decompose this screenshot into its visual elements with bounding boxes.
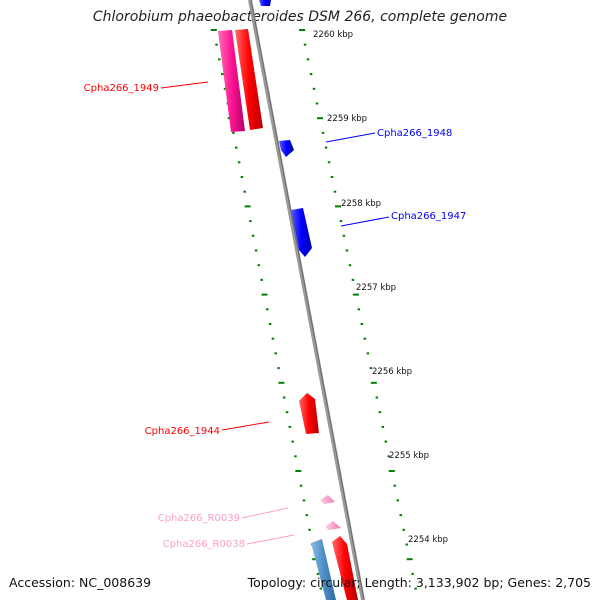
genome-backbone [248, 0, 365, 600]
gene-feature-cpha266-1948 [279, 140, 294, 157]
gene-feature-cpha266-r0038 [325, 521, 341, 530]
gene-feature-cpha266-1949 [218, 30, 245, 132]
tick-label: 2258 kbp [341, 199, 381, 209]
gene-label-cpha266-r0039: Cpha266_R0039 [158, 513, 240, 524]
leader-cpha266-1944 [221, 421, 270, 431]
outer-tick-ring [299, 29, 417, 590]
gene-label-cpha266-1944: Cpha266_1944 [145, 426, 220, 437]
leader-cpha266-1947 [340, 216, 390, 227]
gene-label-cpha266-1948: Cpha266_1948 [377, 128, 452, 139]
label-leaders [160, 81, 390, 545]
gene-label-cpha266-1947: Cpha266_1947 [391, 211, 466, 222]
gene-feature-red-1950 [235, 29, 263, 130]
gene-feature-cpha266-r0039 [320, 495, 335, 504]
gene-feature-top-blue [259, 0, 271, 6]
gene-label-cpha266-r0038: Cpha266_R0038 [163, 539, 245, 550]
tick-label: 2256 kbp [372, 367, 412, 377]
topology-text: Topology: circular; Length: 3,133,902 bp… [247, 575, 591, 590]
map-title: Chlorobium phaeobacteroides DSM 266, com… [92, 9, 508, 25]
leader-cpha266-1948 [325, 132, 376, 143]
tick-label: 2257 kbp [356, 283, 396, 293]
tick-labels: 2260 kbp 2259 kbp 2258 kbp 2257 kbp 2256 kbp… [313, 30, 448, 545]
tick-label: 2260 kbp [313, 30, 353, 40]
gene-feature-steelblue-bottom [311, 539, 336, 600]
gene-feature-cpha266-1944 [299, 393, 319, 434]
gene-labels: Cpha266_1949 Cpha266_1948 Cpha266_1947 Cpha… [84, 83, 467, 550]
tick-label: 2255 kbp [389, 451, 429, 461]
gene-label-cpha266-1949: Cpha266_1949 [84, 83, 159, 94]
gene-feature-cpha266-1947 [291, 208, 312, 257]
leader-cpha266-r0038 [246, 534, 295, 545]
gene-feature-red-bottom [332, 536, 358, 600]
leader-cpha266-r0039 [241, 507, 289, 519]
gene-features [218, 0, 358, 600]
accession-text: Accession: NC_008639 [9, 575, 152, 590]
tick-label: 2254 kbp [408, 535, 448, 545]
tick-label: 2259 kbp [327, 114, 367, 124]
inner-tick-ring [210, 29, 323, 590]
leader-cpha266-1949 [160, 81, 209, 89]
